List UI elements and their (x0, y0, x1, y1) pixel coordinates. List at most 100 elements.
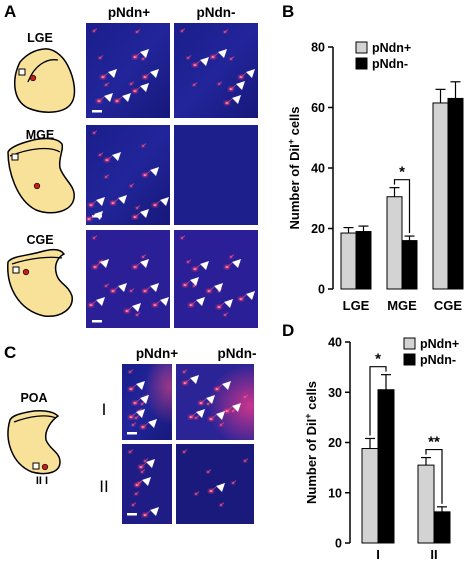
labeled-cell (192, 264, 201, 271)
labeled-cell (135, 312, 141, 317)
x-tick-label: LGE (343, 298, 370, 313)
significance-bracket (425, 448, 443, 504)
site-labels: II I (36, 475, 48, 487)
micrograph-I-minus (176, 364, 254, 440)
panel-C-header-minus: pNdn- (218, 346, 257, 361)
arrowhead-marker (246, 291, 255, 300)
labeled-cell (223, 312, 229, 317)
labeled-cell (208, 486, 217, 493)
arrowhead-marker (232, 259, 241, 268)
labeled-cell (224, 98, 233, 105)
arrowhead-marker (122, 93, 131, 102)
labeled-cell (135, 205, 141, 210)
labeled-cell (182, 378, 191, 385)
micrograph-I-plus (122, 364, 172, 440)
micrograph-cge-minus (174, 230, 258, 328)
arrowhead-marker (224, 299, 233, 308)
labeled-cells-layer (86, 28, 249, 517)
panel-A-letter: A (4, 2, 16, 21)
labeled-cell (188, 412, 197, 419)
bar-pndn-minus (447, 97, 464, 290)
labeled-cell (208, 414, 217, 421)
scale-bar (127, 432, 137, 435)
arrowhead-marker (150, 69, 159, 78)
bar-pndn-minus (355, 231, 372, 290)
labeled-cell (124, 306, 133, 313)
labeled-cell (229, 56, 235, 61)
labeled-cell (152, 300, 161, 307)
chart-B: 0 20 40 60 80 Number of DiI+ cells LGE MGE CGE * p… (286, 41, 464, 313)
arrowhead-marker (216, 411, 225, 420)
y-tick-label: 10 (328, 486, 342, 500)
arrowhead-marker (196, 297, 205, 306)
labeled-cell (219, 422, 225, 427)
bar-pndn-plus (386, 196, 403, 290)
micrograph-mge-plus (86, 125, 170, 225)
arrowhead-marker (112, 152, 121, 161)
labeled-cell (216, 302, 225, 309)
labeled-cell (214, 384, 223, 391)
panel-A-header-minus: pNdn- (197, 5, 236, 20)
x-tick-label: II (430, 547, 437, 561)
labeled-cell (135, 29, 141, 34)
panel-A-header-plus: pNdn+ (108, 5, 150, 20)
labeled-cell (88, 300, 97, 307)
arrowhead-marker (140, 395, 149, 404)
labeled-cell (224, 262, 233, 269)
labeled-cell (194, 491, 200, 496)
significance-bracket (369, 366, 387, 436)
labeled-cell (128, 412, 137, 419)
legend-swatch (355, 57, 368, 70)
region-label-poa: POA (20, 391, 47, 405)
labeled-cell (142, 510, 151, 517)
arrowhead-marker (136, 409, 145, 418)
labeled-cell (152, 200, 161, 207)
arrowhead-marker (140, 259, 149, 268)
labeled-cell (142, 170, 151, 177)
arrowhead-marker (148, 419, 157, 428)
arrowhead-marker (150, 507, 159, 516)
x-tick-label: MGE (387, 298, 417, 313)
labeled-cell (188, 300, 197, 307)
x-tick-label: I (376, 547, 380, 561)
arrowhead-marker (104, 93, 113, 102)
labeled-cell (132, 262, 141, 269)
arrowhead-marker (216, 483, 225, 492)
arrowhead-marker (218, 49, 227, 58)
scale-bar (127, 513, 137, 516)
arrowhead-marker (190, 375, 199, 384)
labeled-cell (182, 280, 191, 287)
significance-marker: ** (428, 434, 440, 451)
legend-swatch (355, 41, 368, 54)
micrograph-mge-minus (174, 125, 258, 225)
labeled-cell (192, 82, 198, 87)
labeled-cell (138, 462, 147, 469)
labeled-cell (186, 259, 192, 264)
y-tick-label: 20 (328, 436, 342, 450)
arrowhead-marker (200, 57, 209, 66)
scale-bar (92, 110, 102, 113)
arrowhead-marker (100, 259, 109, 268)
row-label-lge: LGE (27, 31, 53, 45)
legend-label: pNdn- (372, 57, 408, 71)
arrowhead-marker (136, 381, 145, 390)
labeled-cell (238, 294, 247, 301)
legend-label: pNdn+ (372, 41, 411, 55)
labeled-cell (114, 96, 123, 103)
scale-bar (92, 320, 102, 323)
micrograph-cge-plus (86, 230, 170, 328)
panel-C: C pNdn+ pNdn- POA II I I II (4, 343, 256, 524)
labeled-cell (134, 480, 143, 487)
arrowhead-marker (108, 69, 117, 78)
arrowhead-marker (96, 197, 105, 206)
arrowhead-marker (94, 211, 103, 220)
arrowhead-marker (140, 49, 149, 58)
labeled-cell (110, 198, 119, 205)
arrowhead-marker (160, 297, 169, 306)
labeled-cell (243, 394, 249, 399)
arrowhead-marker (140, 83, 149, 92)
labeled-cell (186, 55, 192, 60)
